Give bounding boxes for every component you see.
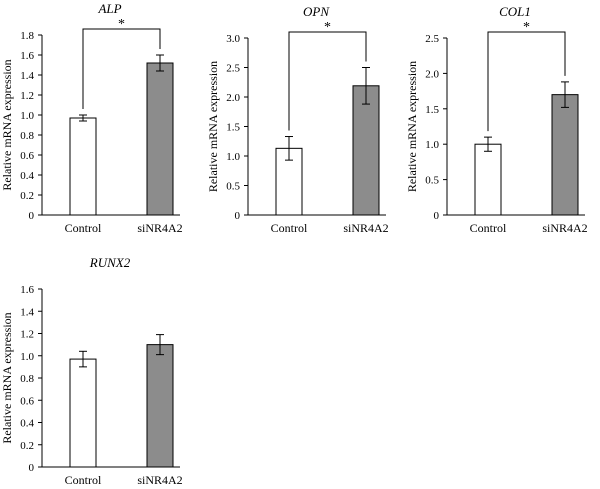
y-tick-label: 1.6 [20,284,34,296]
category-label: Control [65,221,102,235]
y-tick-label: 2.5 [226,63,240,75]
y-tick-label: 1.2 [20,329,34,341]
significance-star: * [118,17,125,32]
bar-sinr4a2 [551,94,579,216]
y-tick-label: 0.8 [20,130,34,142]
significance-star: * [523,20,530,35]
bar-sinr4a2 [352,85,380,216]
bar-control [69,358,97,468]
chart-panel-3: 0 0.5 1.0 1.5 2.0 2.5 Relative mRNA expression… [405,4,588,235]
y-tick-label: 2.0 [425,68,439,80]
chart-panel-4: 0 0.2 0.4 0.6 0.8 1.0 1.2 1.4 1.6 Relative mRNA e… [0,255,183,487]
y-axis-title: Relative mRNA expression [0,312,14,443]
y-tick-label: 1.2 [20,90,34,102]
category-label: Control [470,221,507,235]
chart-title: RUNX2 [89,255,131,270]
bar-control [69,117,97,216]
chart-title: OPN [303,4,330,19]
y-axis-title: Relative mRNA expression [206,61,220,192]
significance-bracket [487,31,566,132]
category-label: siNR4A2 [137,221,182,235]
significance-star: * [324,20,331,35]
y-axis-title: Relative mRNA expression [405,61,419,192]
y-tick-label: 0.6 [20,395,34,407]
y-tick-label: 0.4 [20,170,34,182]
y-tick-label: 1.0 [226,151,240,163]
y-tick-label: 0.6 [20,150,34,162]
category-label: Control [65,473,102,487]
y-tick-label: 2.0 [226,92,240,104]
y-tick-label: 2.5 [425,33,439,45]
y-tick-label: 0 [29,462,35,474]
y-tick-label: 1.4 [20,306,34,318]
significance-bracket [288,31,367,131]
y-tick-label: 1.5 [226,122,240,134]
y-tick-label: 0.5 [226,181,240,193]
y-tick-label: 1.5 [425,104,439,116]
chart-title: ALP [97,1,121,16]
bar-sinr4a2 [146,344,174,468]
bar-control [474,143,502,216]
y-tick-label: 0 [434,210,440,222]
chart-panel-1: 0 0.2 0.4 0.6 0.8 1.0 1.2 1.4 1.6 1.8 Relative mRN… [0,1,183,235]
category-label: siNR4A2 [343,221,388,235]
chart-title: COL1 [499,4,531,19]
y-tick-label: 0.2 [20,440,34,452]
category-label: siNR4A2 [137,473,182,487]
category-label: siNR4A2 [542,221,587,235]
y-tick-label: 1.6 [20,50,34,62]
significance-bracket [82,28,161,109]
y-tick-label: 1.0 [425,139,439,151]
y-tick-label: 0.8 [20,373,34,385]
y-tick-label: 0 [29,210,35,222]
bar-sinr4a2 [146,62,174,216]
y-tick-label: 0 [235,210,241,222]
category-label: Control [271,221,308,235]
y-tick-label: 3.0 [226,33,240,45]
y-tick-label: 0.4 [20,418,34,430]
chart-panel-2: 0 0.5 1.0 1.5 2.0 2.5 3.0 Relative mRNA express… [206,4,389,235]
y-tick-label: 1.0 [20,351,34,363]
y-tick-label: 0.5 [425,175,439,187]
y-tick-label: 1.4 [20,70,34,82]
y-tick-label: 1.0 [20,110,34,122]
y-tick-label: 0.2 [20,190,34,202]
y-tick-label: 1.8 [20,30,34,42]
y-axis-title: Relative mRNA expression [0,59,14,190]
